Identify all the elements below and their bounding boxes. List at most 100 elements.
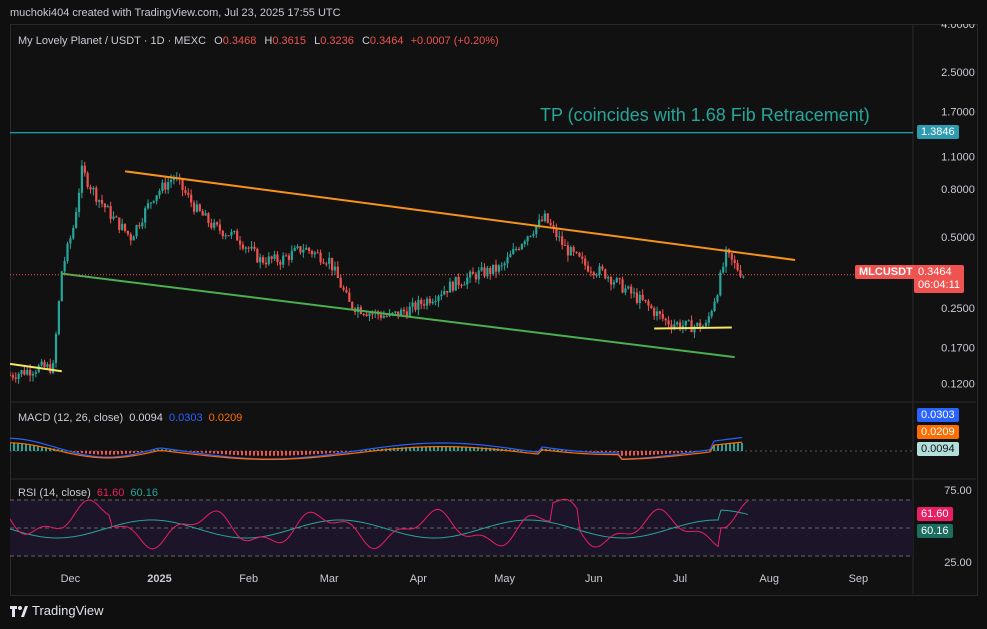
- candle-body: [394, 311, 397, 313]
- candle-body: [218, 224, 222, 231]
- x-tick-label: Sep: [849, 573, 869, 585]
- ohlc-legend: My Lovely Planet / USDT · 1D · MEXC O0.3…: [18, 35, 499, 47]
- candle-body: [512, 249, 515, 255]
- macd-line-value: 0.0303: [168, 412, 203, 424]
- candle-body: [342, 287, 345, 290]
- candle-body: [612, 282, 616, 285]
- candle-body: [673, 324, 676, 328]
- candle-body: [213, 222, 216, 228]
- channel-top-line[interactable]: [124, 170, 796, 261]
- chart-svg[interactable]: 75.00 25.00 4.0000 2.5000 1.7000 1.1000 0.800…: [10, 24, 976, 594]
- candle-body: [230, 231, 233, 236]
- rsi-ma-tag: 60.16: [917, 524, 953, 538]
- candle-series: [10, 160, 745, 384]
- y-tick-label: 0.8000: [941, 184, 975, 196]
- last-price: 0.3464: [918, 266, 952, 278]
- candle-body: [293, 248, 296, 251]
- candle-body: [391, 312, 394, 314]
- candle-body: [247, 247, 250, 249]
- candle-body: [14, 377, 17, 379]
- macd-legend: MACD (12, 26, close) 0.0094 0.0303 0.020…: [18, 412, 242, 424]
- candle-body: [190, 194, 193, 203]
- candle-body: [451, 281, 454, 291]
- candle-body: [653, 308, 656, 316]
- candle-body: [215, 222, 219, 225]
- candle-body: [259, 257, 262, 263]
- candle-body: [302, 249, 305, 253]
- candle-body: [500, 265, 503, 267]
- macd-tag: 0.0303: [917, 408, 959, 422]
- candle-body: [26, 369, 29, 375]
- candle-body: [578, 252, 581, 257]
- candle-body: [100, 200, 104, 204]
- candle-body: [40, 361, 43, 366]
- candle-body: [609, 277, 613, 285]
- candle-body: [716, 295, 719, 302]
- candle-body: [236, 231, 239, 241]
- x-tick-label: Jul: [673, 573, 687, 585]
- candle-body: [561, 236, 564, 245]
- y-tick-label: 1.1000: [941, 151, 975, 163]
- candle-body: [310, 251, 314, 255]
- candle-body: [80, 165, 83, 193]
- candle-body: [572, 247, 575, 252]
- candle-body: [132, 236, 135, 241]
- candle-body: [621, 279, 624, 293]
- candle-body: [29, 369, 32, 376]
- candle-body: [146, 203, 150, 209]
- candle-body: [558, 236, 561, 238]
- candle-body: [138, 225, 141, 227]
- candle-body: [49, 364, 52, 373]
- channel-bottom-line[interactable]: [61, 272, 735, 359]
- o-value: 0.3468: [222, 35, 257, 47]
- candle-body: [77, 192, 81, 212]
- candle-body: [253, 246, 256, 249]
- candle-body: [69, 238, 72, 244]
- candle-body: [299, 246, 302, 253]
- candle-body: [72, 227, 75, 239]
- candle-body: [244, 247, 247, 249]
- candle-body: [540, 219, 544, 222]
- macd-pane: [10, 436, 913, 460]
- y-tick-label: 1.7000: [941, 107, 975, 119]
- candle-body: [23, 370, 26, 375]
- candle-body: [437, 296, 440, 302]
- candle-body: [736, 263, 739, 271]
- candle-body: [75, 211, 78, 228]
- macd-label: MACD (12, 26, close): [18, 412, 124, 424]
- candle-body: [618, 278, 621, 280]
- candle-body: [52, 362, 55, 373]
- candle-body: [598, 266, 601, 275]
- candle-body: [655, 311, 659, 316]
- candle-body: [607, 277, 610, 279]
- signal-tag: 0.0209: [917, 425, 959, 439]
- candle-body: [423, 304, 426, 306]
- candle-body: [693, 326, 696, 333]
- candle-body: [704, 322, 708, 327]
- support-line[interactable]: [654, 326, 732, 330]
- rsi-ma-line: [10, 509, 749, 539]
- candle-body: [506, 257, 509, 264]
- candle-body: [273, 254, 276, 259]
- candle-body: [742, 276, 745, 278]
- left-support-line[interactable]: [10, 362, 62, 373]
- candle-body: [161, 182, 164, 191]
- candle-body: [670, 324, 673, 328]
- candle-body: [595, 274, 598, 276]
- candle-body: [434, 301, 437, 303]
- candle-body: [408, 306, 411, 317]
- candle-body: [515, 249, 518, 251]
- candle-body: [402, 309, 406, 312]
- candle-body: [103, 203, 107, 208]
- candle-body: [207, 213, 210, 223]
- candle-body: [615, 278, 618, 283]
- candle-body: [126, 230, 130, 235]
- candle-body: [279, 261, 282, 265]
- candle-body: [397, 311, 400, 317]
- candle-body: [195, 204, 199, 212]
- rsi-tag: 61.60: [917, 507, 953, 521]
- y-tick-label: 4.0000: [941, 24, 975, 31]
- candle-body: [333, 266, 337, 271]
- candle-body: [630, 286, 633, 294]
- candle-body: [233, 231, 236, 233]
